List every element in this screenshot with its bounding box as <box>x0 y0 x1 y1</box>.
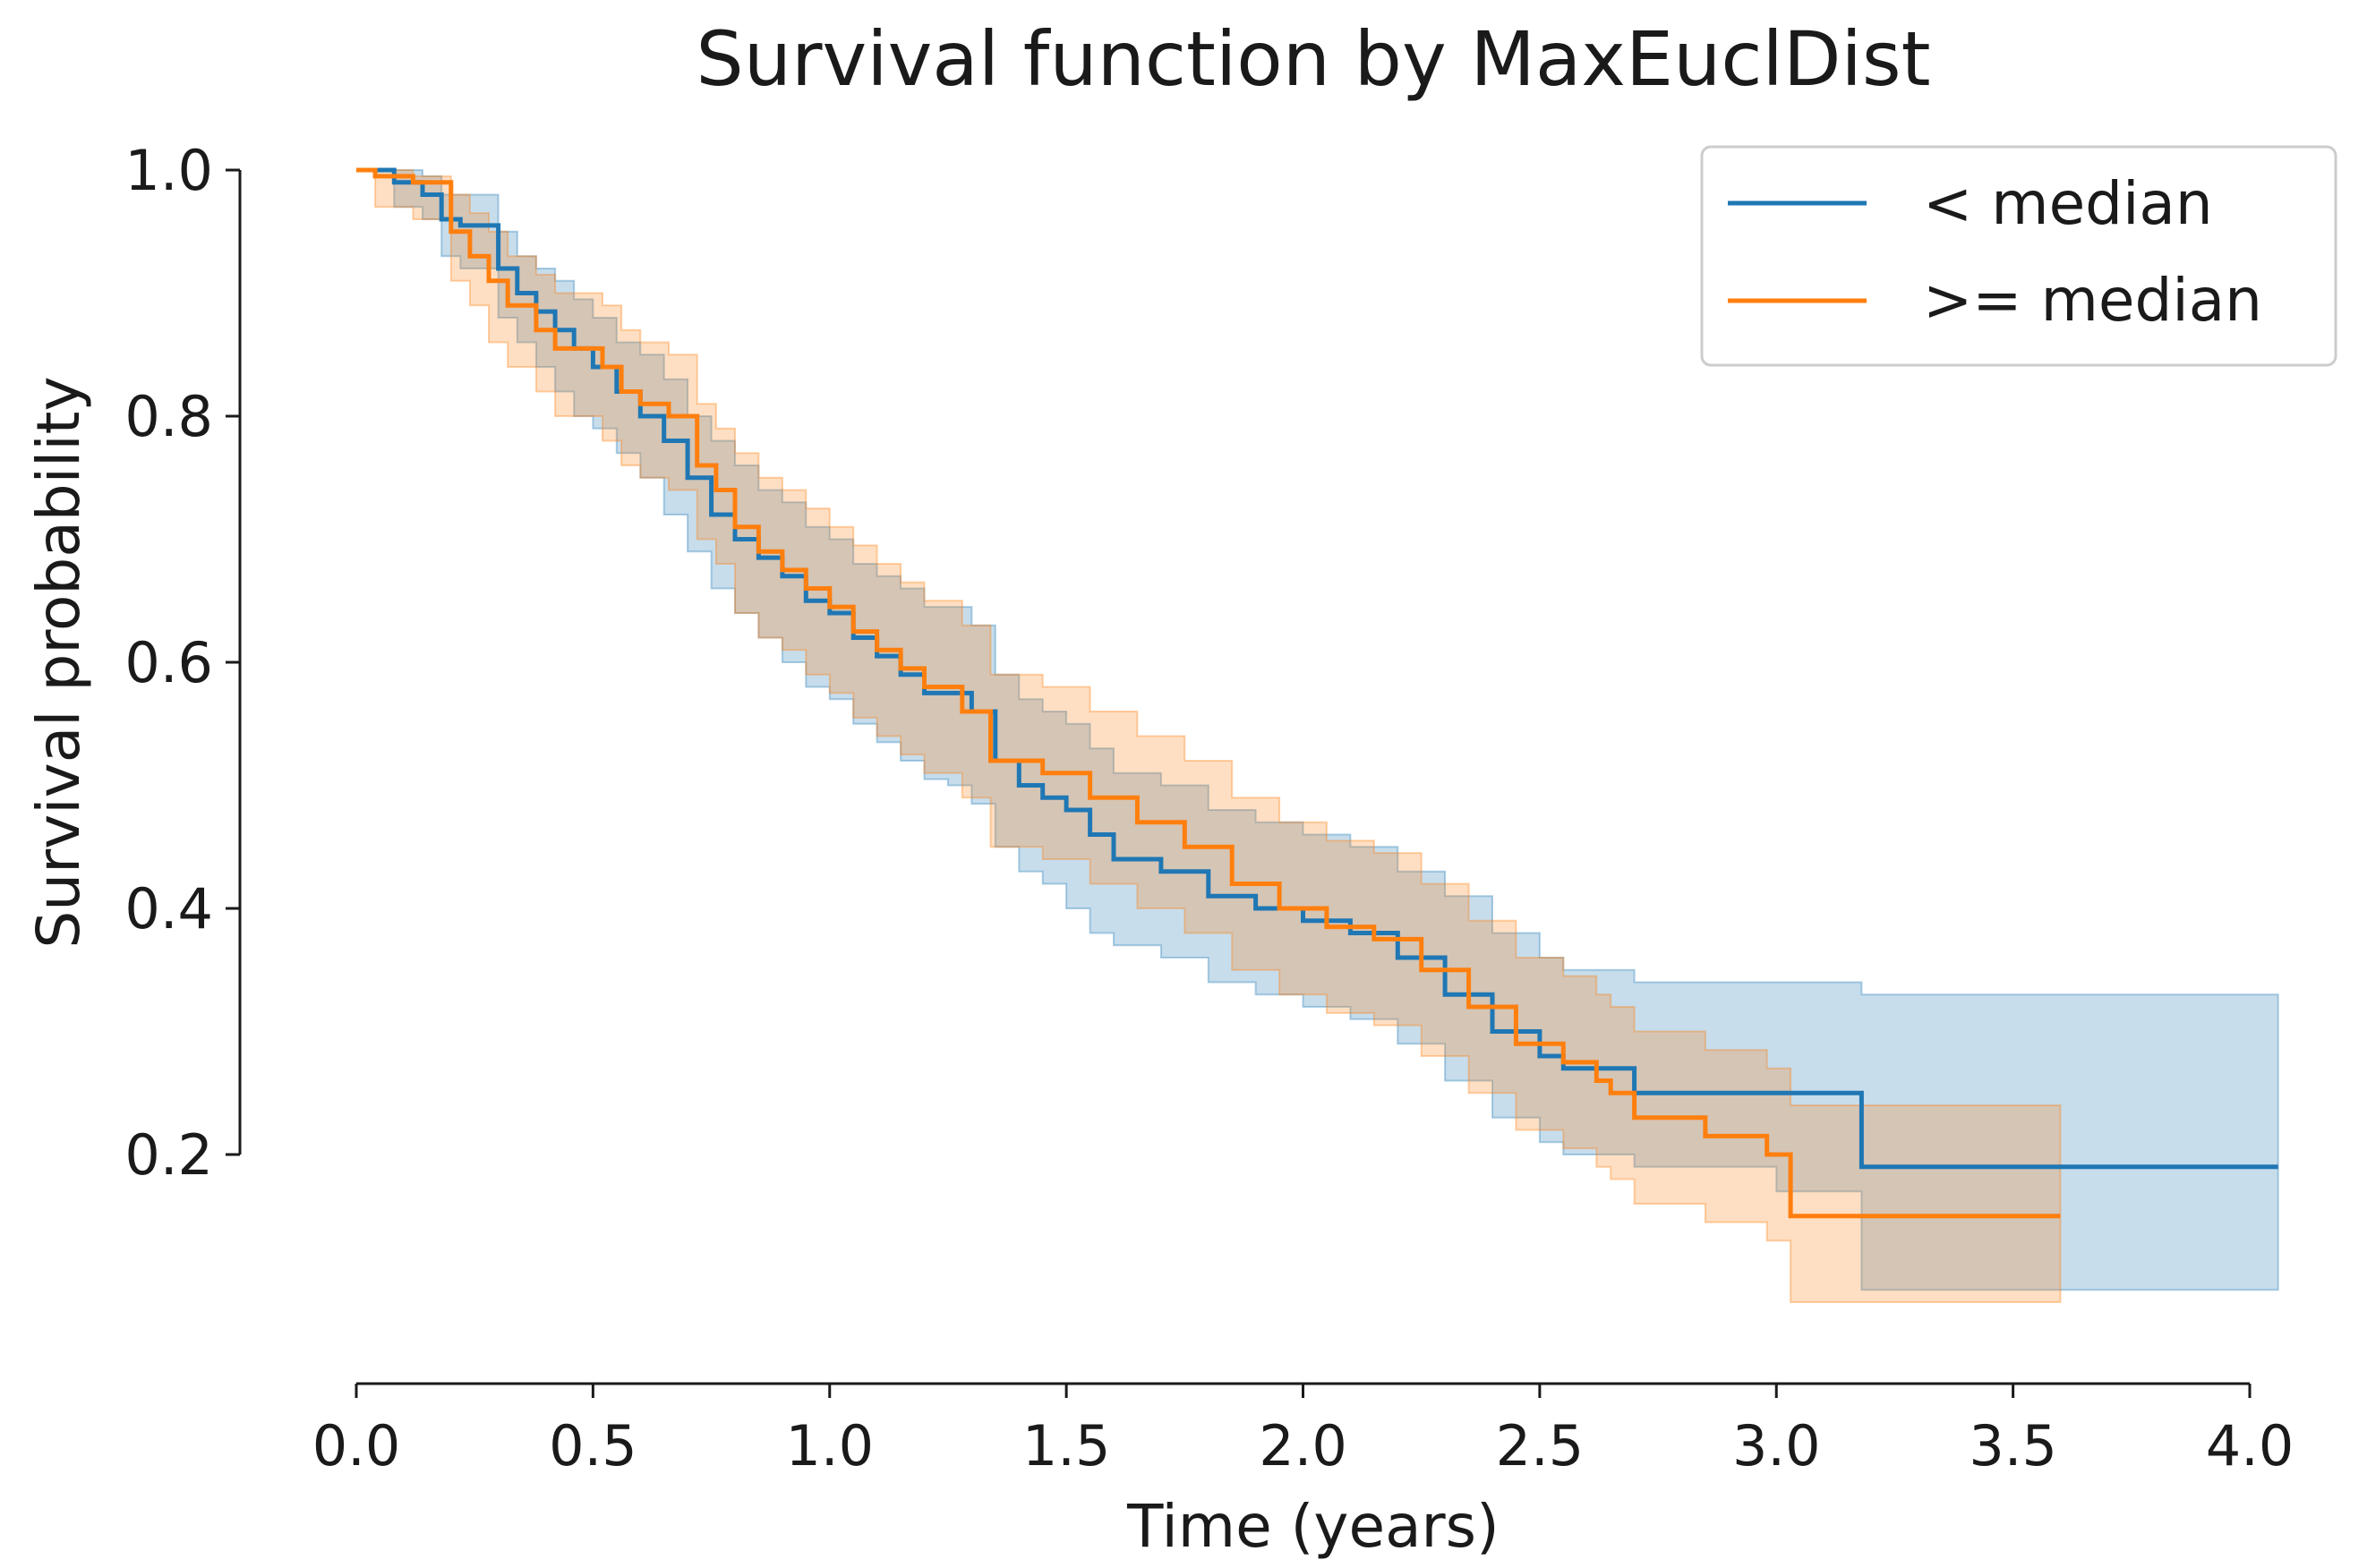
x-axis-label: Time (years) <box>1126 1492 1500 1561</box>
survival-line-above-median <box>356 167 2061 1219</box>
x-tick-label: 0.5 <box>549 1413 637 1479</box>
y-tick-label: 0.6 <box>124 630 213 695</box>
x-axis-ticks: 0.0 0.5 1.0 1.5 2.0 2.5 3.0 3.5 4.0 <box>312 1384 2294 1479</box>
legend: < median >= median <box>1700 145 2337 367</box>
x-tick-label: 1.0 <box>785 1413 874 1479</box>
ci-band-above-median <box>356 169 2062 1303</box>
ci-band-below-median <box>356 169 2279 1291</box>
x-tick-label: 1.5 <box>1022 1413 1111 1479</box>
x-tick-label: 3.5 <box>1969 1413 2057 1479</box>
chart-title: Survival function by MaxEuclDist <box>696 15 1930 103</box>
x-tick-label: 2.0 <box>1259 1413 1347 1479</box>
y-tick-label: 1.0 <box>124 138 213 203</box>
x-tick-label: 0.0 <box>312 1413 401 1479</box>
plot-area <box>356 167 2279 1303</box>
legend-label-above-median: >= median <box>1923 266 2262 335</box>
y-tick-label: 0.8 <box>124 384 213 449</box>
x-tick-label: 3.0 <box>1732 1413 1821 1479</box>
legend-label-below-median: < median <box>1923 169 2213 238</box>
y-tick-label: 0.2 <box>124 1122 213 1188</box>
y-tick-label: 0.4 <box>124 876 213 942</box>
x-tick-label: 4.0 <box>2206 1413 2294 1479</box>
y-axis-label: Survival probability <box>24 376 93 948</box>
y-axis-ticks: 0.2 0.4 0.6 0.8 1.0 <box>124 138 240 1188</box>
x-tick-label: 2.5 <box>1496 1413 1585 1479</box>
